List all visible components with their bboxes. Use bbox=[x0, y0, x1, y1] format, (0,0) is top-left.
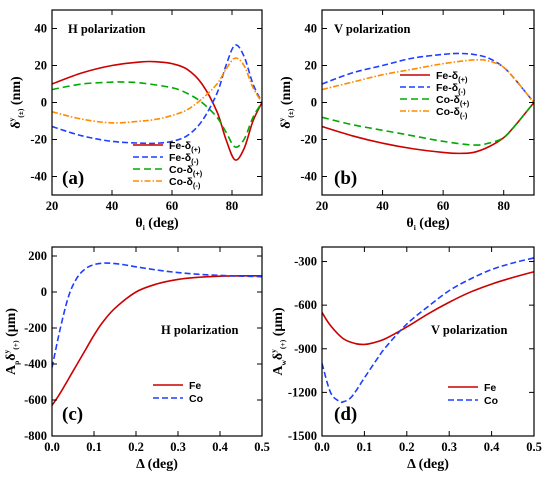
y-tick-label: -300 bbox=[294, 255, 317, 269]
chart-panel-3: 0.0 0.1 0.2 0.3 0.4 0.5 200 0 -200 -400 -600 -800 Δ … bbox=[2, 246, 270, 472]
series-line bbox=[322, 58, 534, 104]
x-tick-label: 20 bbox=[46, 199, 59, 213]
legend: Fe-δ(+)Fe-δ(-)Co-δ(+)Co-δ(-) bbox=[400, 70, 470, 120]
y-tick-label: -800 bbox=[24, 429, 47, 443]
panel-label: (b) bbox=[334, 168, 357, 189]
series-line bbox=[52, 57, 262, 124]
y-tick-label: -400 bbox=[24, 357, 47, 371]
y-tick-label: -900 bbox=[294, 342, 317, 356]
polarization-annotation: H polarization bbox=[161, 323, 238, 337]
legend-label: Fe bbox=[189, 380, 201, 392]
x-tick-label: 0.1 bbox=[86, 440, 102, 454]
legend-label: Fe-δ(+) bbox=[169, 140, 201, 154]
x-tick-label: 0.0 bbox=[44, 440, 60, 454]
x-tick-label: 60 bbox=[166, 199, 179, 213]
y-tick-label: 0 bbox=[41, 96, 47, 110]
y-tick-label: 40 bbox=[305, 22, 318, 36]
x-axis-label: Δ (deg) bbox=[407, 457, 449, 472]
series-line bbox=[322, 52, 534, 104]
series-line bbox=[52, 60, 262, 161]
x-tick-label: 20 bbox=[316, 199, 329, 213]
x-tick-label: 0.4 bbox=[212, 440, 228, 454]
series-line bbox=[52, 274, 262, 406]
y-tick-label: -600 bbox=[294, 298, 317, 312]
y-tick-label: 200 bbox=[28, 249, 47, 263]
y-tick-label: -40 bbox=[30, 170, 47, 184]
y-tick-label: 40 bbox=[35, 22, 48, 36]
plot-frame bbox=[51, 246, 263, 437]
legend-label: Fe-δ(-) bbox=[169, 152, 199, 166]
panel-label: (a) bbox=[62, 168, 84, 189]
y-tick-label: -200 bbox=[24, 321, 47, 335]
x-axis-label: θi (deg) bbox=[406, 216, 450, 232]
series-line bbox=[322, 101, 534, 155]
legend-label: Co-δ(+) bbox=[436, 94, 470, 108]
legend-label: Co bbox=[189, 393, 203, 405]
x-tick-label: 40 bbox=[106, 199, 119, 213]
x-tick-label: 80 bbox=[497, 199, 510, 213]
series-group bbox=[322, 257, 534, 404]
legend-label: Co-δ(+) bbox=[169, 164, 203, 178]
series-line bbox=[52, 81, 262, 148]
chart-panel-2: 20 40 60 80 40 20 0 -20 -40 θi (deg) δy(±) (nm) V p… bbox=[277, 9, 535, 232]
x-tick-label: 80 bbox=[226, 199, 239, 213]
x-tick-label: 0.5 bbox=[526, 440, 542, 454]
y-tick-label: 0 bbox=[311, 96, 317, 110]
panel-label: (d) bbox=[334, 404, 357, 425]
x-tick-label: 40 bbox=[376, 199, 389, 213]
x-tick-label: 0.2 bbox=[399, 440, 415, 454]
series-line bbox=[322, 270, 534, 346]
y-axis-label: δy(±) (nm) bbox=[7, 76, 25, 129]
series-line bbox=[322, 101, 534, 146]
x-tick-label: 0.2 bbox=[128, 440, 144, 454]
series-group bbox=[322, 52, 534, 155]
legend-label: Co-δ(-) bbox=[436, 106, 468, 120]
x-tick-label: 0.4 bbox=[484, 440, 500, 454]
x-tick-label: 0.0 bbox=[314, 440, 330, 454]
y-tick-label: -1200 bbox=[288, 385, 317, 399]
y-tick-label: 0 bbox=[41, 285, 47, 299]
plot-frame bbox=[321, 246, 535, 437]
y-tick-label: -20 bbox=[300, 133, 317, 147]
series-line bbox=[322, 257, 534, 404]
y-tick-label: 20 bbox=[35, 59, 48, 73]
series-group bbox=[52, 262, 262, 406]
chart-panel-1: 20 40 60 80 40 20 0 -20 -40 θi (deg) δy(±) (nm) H p… bbox=[7, 9, 263, 232]
x-tick-label: 60 bbox=[437, 199, 450, 213]
chart-panel-4: 0.0 0.1 0.2 0.3 0.4 0.5 -300 -600 -900 -1200 -1500… bbox=[269, 246, 542, 472]
y-axis-label: Apδy(+) (μm) bbox=[2, 308, 21, 375]
panel-label: (c) bbox=[62, 404, 83, 425]
x-tick-label: 0.3 bbox=[441, 440, 457, 454]
series-line bbox=[52, 44, 262, 145]
y-axis-label: Awδy(+) (μm) bbox=[269, 307, 288, 376]
y-axis-label: δy(±) (nm) bbox=[277, 76, 295, 129]
x-tick-label: 0.5 bbox=[254, 440, 270, 454]
x-axis-label: Δ (deg) bbox=[136, 457, 178, 472]
legend-label: Fe bbox=[484, 382, 496, 394]
y-tick-label: -40 bbox=[300, 170, 317, 184]
legend: Fe-δ(+)Fe-δ(-)Co-δ(+)Co-δ(-) bbox=[133, 140, 203, 190]
y-tick-label: -600 bbox=[24, 393, 47, 407]
y-tick-label: -20 bbox=[30, 133, 47, 147]
polarization-annotation: V polarization bbox=[334, 22, 411, 36]
legend-label: Co bbox=[484, 395, 498, 407]
x-tick-label: 0.1 bbox=[357, 440, 373, 454]
y-tick-label: -1500 bbox=[288, 429, 317, 443]
x-tick-label: 0.3 bbox=[170, 440, 186, 454]
series-group bbox=[52, 44, 262, 161]
legend-label: Co-δ(-) bbox=[169, 176, 201, 190]
legend-label: Fe-δ(-) bbox=[436, 82, 466, 96]
legend-label: Fe-δ(+) bbox=[436, 70, 468, 84]
x-axis-label: θi (deg) bbox=[135, 216, 179, 232]
polarization-annotation: V polarization bbox=[431, 323, 508, 337]
series-line bbox=[52, 262, 262, 368]
y-tick-label: 20 bbox=[305, 59, 318, 73]
polarization-annotation: H polarization bbox=[68, 22, 145, 36]
